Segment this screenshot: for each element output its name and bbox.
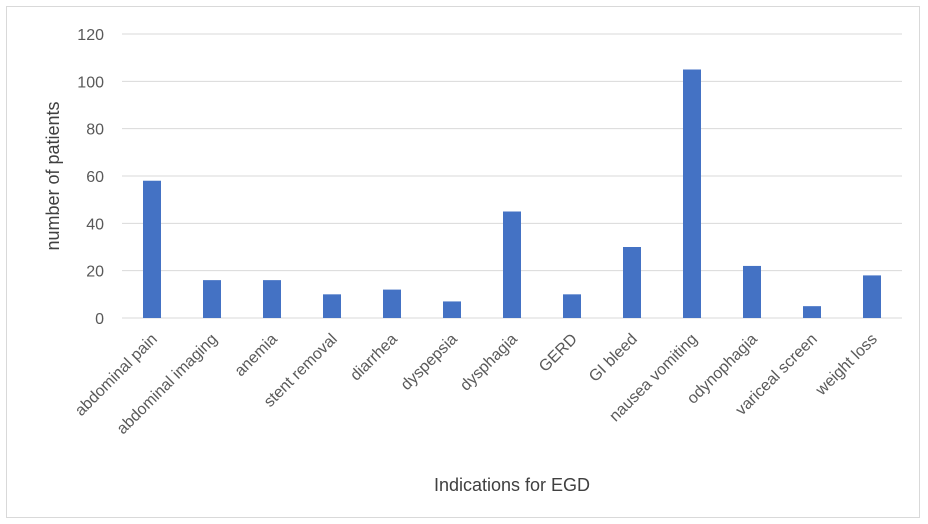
y-tick-label: 80 [86,122,104,139]
bar [263,280,281,318]
y-tick-label: 120 [77,27,104,44]
bar [863,275,881,318]
x-tick-label: dyspepsia [398,331,461,394]
bar [743,265,761,318]
x-tick-label: diarrhea [347,331,401,385]
x-tick-label: GI bleed [586,331,641,386]
bar [503,211,521,318]
y-tick-label: 60 [86,169,104,186]
bar [443,301,461,318]
bars [143,69,881,318]
x-tick-label: abdominal imaging [114,331,221,438]
bar [683,69,701,318]
x-axis-title: Indications for EGD [434,475,590,495]
y-tick-label: 100 [77,74,104,91]
y-axis-title: number of patients [43,101,63,250]
y-tick-label: 20 [86,264,104,281]
bar [563,294,581,318]
bar [203,280,221,318]
x-tick-label: weight loss [812,331,881,400]
x-tick-label: GERD [536,331,581,376]
y-tick-labels: 0 20 40 60 80 100 120 [77,27,104,328]
gridlines [122,33,902,319]
bar [623,247,641,318]
bar [803,306,821,318]
x-tick-label: dysphagia [457,331,521,395]
x-tick-label: anemia [232,331,281,380]
bar [143,180,161,318]
bar [383,289,401,318]
y-tick-label: 40 [86,216,104,233]
bar [323,294,341,318]
y-tick-label: 0 [95,311,104,328]
